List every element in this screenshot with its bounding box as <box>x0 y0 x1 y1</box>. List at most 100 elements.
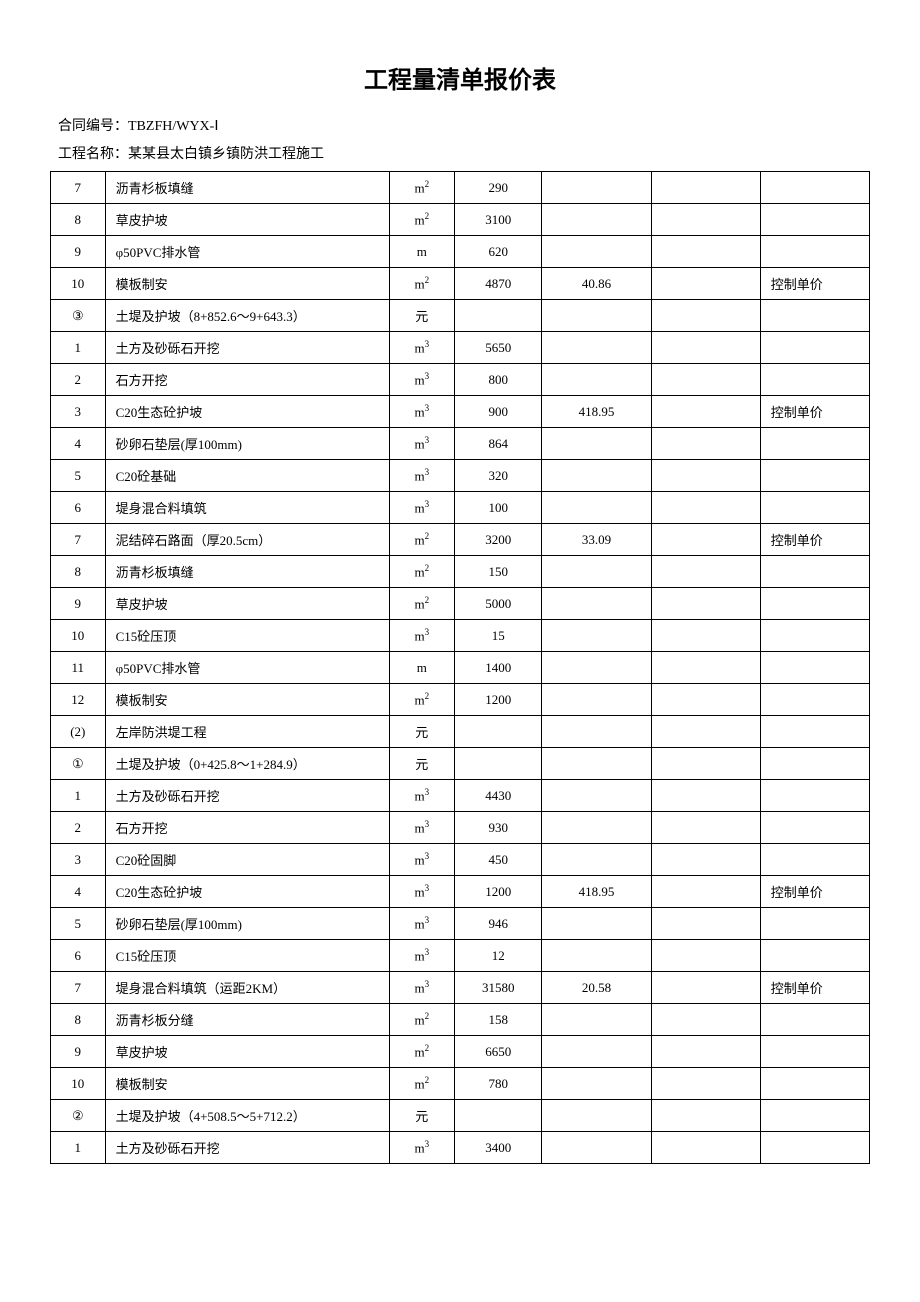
row-price <box>542 748 651 780</box>
row-price <box>542 492 651 524</box>
row-item-name: 土方及砂砾石开挖 <box>105 780 389 812</box>
row-quantity <box>455 716 542 748</box>
row-price <box>542 684 651 716</box>
row-item-name: C20砼基础 <box>105 460 389 492</box>
row-price <box>542 332 651 364</box>
row-quantity: 290 <box>455 172 542 204</box>
row-note <box>760 1100 869 1132</box>
row-unit: m2 <box>389 268 455 300</box>
row-quantity: 15 <box>455 620 542 652</box>
row-unit: m3 <box>389 620 455 652</box>
row-index: 8 <box>51 204 106 236</box>
row-note: 控制单价 <box>760 524 869 556</box>
row-price <box>542 204 651 236</box>
row-note: 控制单价 <box>760 972 869 1004</box>
quotation-table: 7沥青杉板填缝m22908草皮护坡m231009φ50PVC排水管m62010模… <box>50 171 870 1164</box>
table-row: 9草皮护坡m26650 <box>51 1036 870 1068</box>
row-unit: m3 <box>389 972 455 1004</box>
row-note <box>760 236 869 268</box>
row-blank <box>651 908 760 940</box>
row-unit: m2 <box>389 588 455 620</box>
row-item-name: 砂卵石垫层(厚100mm) <box>105 908 389 940</box>
table-row: 9φ50PVC排水管m620 <box>51 236 870 268</box>
row-price <box>542 1068 651 1100</box>
row-item-name: C20生态砼护坡 <box>105 876 389 908</box>
row-price <box>542 460 651 492</box>
table-row: 8草皮护坡m23100 <box>51 204 870 236</box>
row-quantity: 100 <box>455 492 542 524</box>
row-item-name: 土堤及护坡（0+425.8～1+284.9） <box>105 748 389 780</box>
row-note <box>760 812 869 844</box>
row-price <box>542 1004 651 1036</box>
row-unit: m3 <box>389 396 455 428</box>
row-blank <box>651 364 760 396</box>
row-index: ① <box>51 748 106 780</box>
row-blank <box>651 588 760 620</box>
row-blank <box>651 1068 760 1100</box>
row-unit: m3 <box>389 460 455 492</box>
row-note <box>760 332 869 364</box>
row-quantity: 5650 <box>455 332 542 364</box>
row-quantity: 620 <box>455 236 542 268</box>
row-index: 1 <box>51 780 106 812</box>
row-index: 8 <box>51 556 106 588</box>
row-unit: m3 <box>389 364 455 396</box>
row-price: 40.86 <box>542 268 651 300</box>
row-note <box>760 684 869 716</box>
row-quantity: 12 <box>455 940 542 972</box>
project-label: 工程名称： <box>58 147 128 162</box>
row-index: 6 <box>51 492 106 524</box>
row-index: 9 <box>51 588 106 620</box>
contract-number: TBZFH/WYX-Ⅰ <box>128 119 218 134</box>
row-index: 7 <box>51 524 106 556</box>
row-quantity: 1400 <box>455 652 542 684</box>
row-note <box>760 940 869 972</box>
row-quantity: 450 <box>455 844 542 876</box>
table-row: 3C20砼固脚m3450 <box>51 844 870 876</box>
row-blank <box>651 652 760 684</box>
row-blank <box>651 396 760 428</box>
row-note <box>760 204 869 236</box>
row-price <box>542 588 651 620</box>
row-unit: m3 <box>389 780 455 812</box>
row-index: (2) <box>51 716 106 748</box>
row-item-name: 左岸防洪堤工程 <box>105 716 389 748</box>
row-quantity: 150 <box>455 556 542 588</box>
row-unit: m2 <box>389 684 455 716</box>
row-index: 10 <box>51 620 106 652</box>
table-row: 10C15砼压顶m315 <box>51 620 870 652</box>
contract-line: 合同编号：TBZFH/WYX-Ⅰ <box>50 115 870 135</box>
row-price <box>542 620 651 652</box>
row-quantity: 1200 <box>455 876 542 908</box>
row-item-name: C15砼压顶 <box>105 940 389 972</box>
table-row: 10模板制安m2780 <box>51 1068 870 1100</box>
row-price <box>542 364 651 396</box>
row-quantity: 864 <box>455 428 542 460</box>
row-index: 6 <box>51 940 106 972</box>
row-unit: m2 <box>389 524 455 556</box>
row-unit: m3 <box>389 908 455 940</box>
row-price: 33.09 <box>542 524 651 556</box>
row-price <box>542 556 651 588</box>
row-index: 2 <box>51 812 106 844</box>
row-note <box>760 620 869 652</box>
table-row: 5砂卵石垫层(厚100mm)m3946 <box>51 908 870 940</box>
row-note: 控制单价 <box>760 876 869 908</box>
row-item-name: C15砼压顶 <box>105 620 389 652</box>
row-note: 控制单价 <box>760 268 869 300</box>
row-unit: m <box>389 236 455 268</box>
table-row: 8沥青杉板分缝m2158 <box>51 1004 870 1036</box>
row-item-name: 草皮护坡 <box>105 204 389 236</box>
row-unit: m3 <box>389 1132 455 1164</box>
row-unit: 元 <box>389 300 455 332</box>
table-row: ③土堤及护坡（8+852.6～9+643.3）元 <box>51 300 870 332</box>
row-note <box>760 364 869 396</box>
page-title: 工程量清单报价表 <box>50 60 870 95</box>
row-quantity: 1200 <box>455 684 542 716</box>
row-item-name: 土堤及护坡（8+852.6～9+643.3） <box>105 300 389 332</box>
row-unit: m2 <box>389 1004 455 1036</box>
table-row: 4C20生态砼护坡m31200418.95控制单价 <box>51 876 870 908</box>
row-unit: 元 <box>389 716 455 748</box>
row-item-name: 砂卵石垫层(厚100mm) <box>105 428 389 460</box>
row-price <box>542 1100 651 1132</box>
